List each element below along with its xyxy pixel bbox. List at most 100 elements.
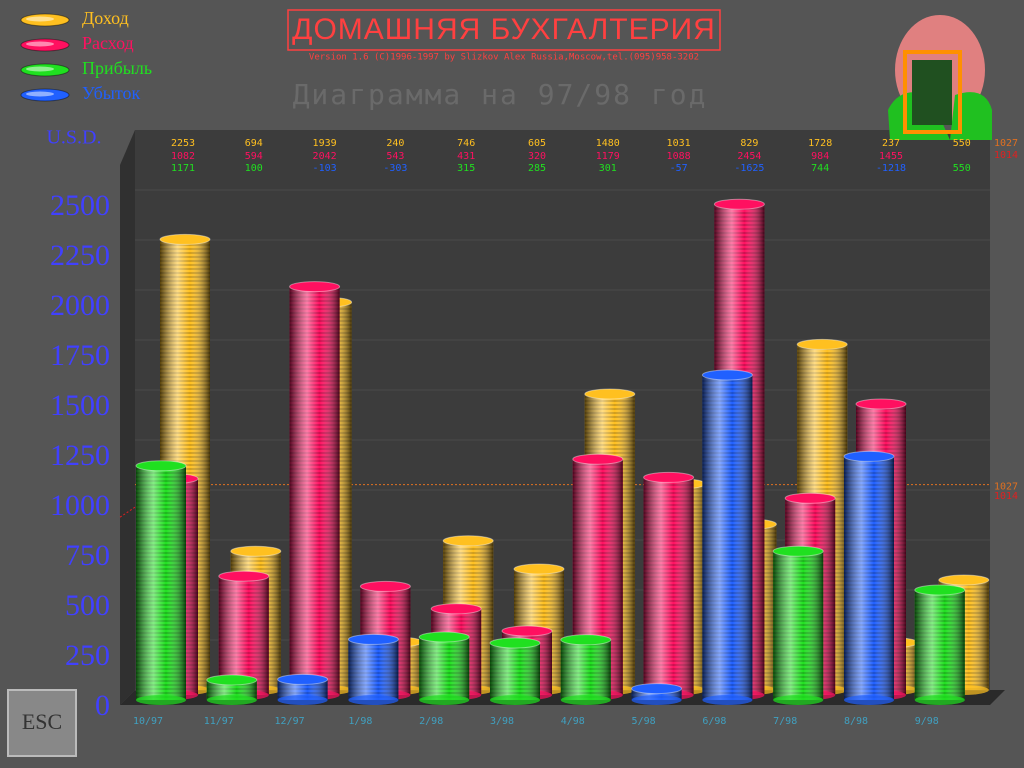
value-label: 984 [811, 151, 829, 162]
value-label: 237 [882, 138, 900, 149]
bar-top [277, 673, 329, 685]
value-label: 1031 [667, 138, 691, 149]
legend-swatch-shine [26, 41, 54, 47]
cylinder [489, 637, 541, 705]
x-tick-label: 6/98 [702, 716, 726, 727]
value-label: 1939 [313, 138, 337, 149]
bar-top [206, 674, 258, 686]
value-label: 285 [528, 163, 546, 174]
legend-swatch-shine [26, 16, 54, 22]
button-face[interactable] [7, 689, 77, 757]
value-label: -103 [313, 163, 337, 174]
bar-bottom [490, 695, 540, 705]
value-label: 550 [953, 163, 971, 174]
bar-top [489, 637, 541, 649]
bar-bottom [348, 695, 399, 705]
value-label: 1728 [808, 138, 832, 149]
bar-shade [844, 456, 894, 700]
bar-shade [631, 688, 682, 700]
bar-top [855, 398, 907, 410]
cylinder [843, 450, 895, 705]
y-tick-label: 2250 [50, 239, 110, 272]
bar-top [772, 545, 824, 557]
value-label: -1625 [734, 163, 764, 174]
value-label: 1455 [879, 151, 903, 162]
bar-top [701, 369, 753, 381]
bar-bottom [702, 695, 753, 705]
y-tick-label: 500 [65, 589, 110, 622]
bar-shade [136, 465, 186, 700]
side-wall [120, 130, 135, 705]
value-label: 1480 [596, 138, 620, 149]
bar-bottom [560, 695, 611, 705]
esc-button[interactable]: ESC [7, 689, 77, 757]
x-tick-label: 4/98 [561, 716, 585, 727]
cylinder [772, 545, 824, 705]
value-label: 746 [457, 138, 475, 149]
bar-bottom [844, 695, 894, 705]
bar-top [914, 584, 966, 596]
value-label: 100 [245, 163, 263, 174]
reference-label: 1027 [994, 138, 1018, 149]
app-title: ДОМАШНЯЯ БУХГАЛТЕРИЯ [292, 13, 716, 46]
bar-top [135, 460, 187, 472]
version: Version 1.6 (C)1996-1997 by Slizkov Alex… [309, 53, 699, 63]
value-label: 1082 [171, 151, 195, 162]
y-tick-label: 2500 [50, 189, 110, 222]
cylinder [701, 369, 753, 705]
value-label: 2042 [313, 151, 337, 162]
reference-label: 1014 [994, 150, 1018, 161]
bar-shade [348, 639, 399, 700]
bar-top [159, 233, 211, 245]
cylinder [289, 281, 341, 700]
value-label: 431 [457, 151, 475, 162]
value-label: -1218 [876, 163, 906, 174]
x-tick-label: 5/98 [632, 716, 656, 727]
bar-top [359, 580, 411, 592]
chart-title: Диаграмма на 97/98 год [293, 78, 708, 111]
bar-top [513, 563, 565, 575]
button-label[interactable]: ESC [22, 709, 62, 734]
reference-label: 1027 [994, 482, 1018, 493]
bar-top [347, 633, 399, 645]
bar-shade [643, 477, 694, 695]
value-label: 1088 [667, 151, 691, 162]
legend-swatch-shine [26, 66, 54, 72]
bar-top [289, 281, 341, 293]
value-label: 1171 [171, 163, 195, 174]
value-label: 320 [528, 151, 546, 162]
value-label: 2253 [171, 138, 195, 149]
y-tick-label: 1750 [50, 339, 110, 372]
bar-top [560, 634, 612, 646]
cylinder [631, 683, 683, 705]
bar-bottom [419, 695, 470, 705]
value-label: 744 [811, 163, 829, 174]
legend-label: Прибыль [82, 58, 152, 78]
bar-top [631, 683, 683, 695]
value-label: 1179 [596, 151, 620, 162]
value-label: 829 [740, 138, 758, 149]
x-tick-label: 8/98 [844, 716, 868, 727]
legend-swatch-shine [26, 91, 54, 97]
bar-shade [490, 643, 540, 700]
value-label: -57 [670, 163, 688, 174]
value-label: 543 [386, 151, 404, 162]
reference-line [119, 506, 136, 518]
x-tick-label: 2/98 [419, 716, 443, 727]
bar-top [843, 450, 895, 462]
bar-top [784, 492, 836, 504]
legend-label: Доход [82, 8, 129, 28]
reference-label: 1014 [994, 491, 1018, 502]
value-label: 694 [245, 138, 263, 149]
bar-bottom [773, 695, 824, 705]
x-tick-label: 11/97 [204, 716, 234, 727]
bar-top [796, 338, 848, 350]
bar-bottom [206, 695, 257, 705]
value-label: 315 [457, 163, 475, 174]
bar-top [501, 625, 553, 637]
bar-top [584, 388, 636, 400]
bar-bottom [277, 695, 328, 705]
value-label: 550 [953, 138, 971, 149]
y-tick-label: 250 [65, 639, 110, 672]
bar-top [572, 453, 624, 465]
